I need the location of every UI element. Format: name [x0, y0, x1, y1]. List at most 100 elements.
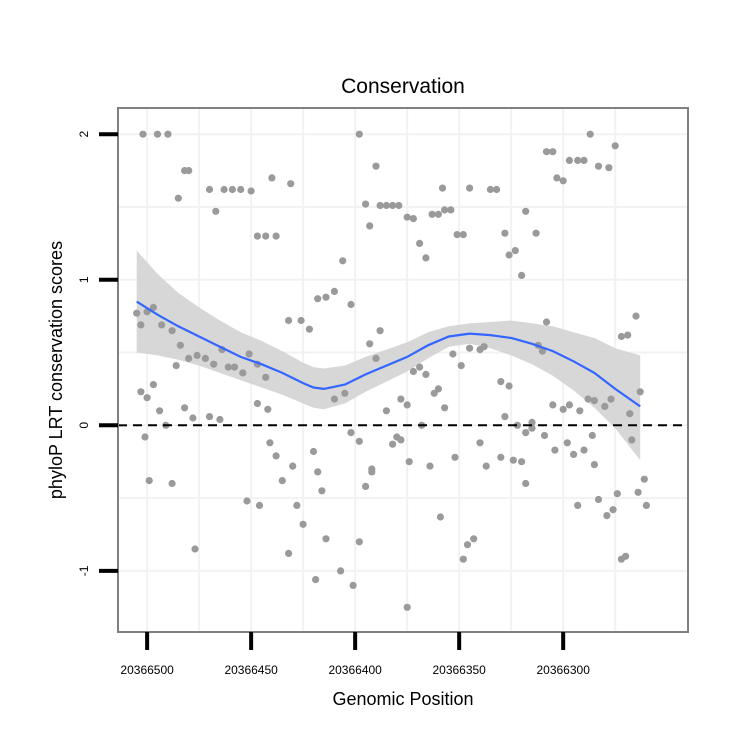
y-tick-label: -1: [77, 565, 91, 576]
data-point: [164, 130, 172, 138]
data-points-group: [133, 130, 651, 611]
data-point: [501, 229, 509, 237]
data-point: [574, 156, 582, 164]
data-point: [594, 495, 603, 504]
data-point: [426, 462, 434, 470]
data-point: [158, 321, 166, 329]
data-point: [463, 541, 472, 549]
data-point: [470, 535, 478, 543]
data-point: [314, 468, 322, 476]
data-point: [434, 385, 442, 393]
data-point: [247, 187, 255, 195]
data-point: [149, 381, 157, 389]
x-tick-label: 20366450: [224, 663, 278, 677]
data-point: [341, 389, 349, 397]
data-point: [191, 545, 199, 553]
x-tick-label: 20366500: [120, 663, 174, 677]
data-point: [549, 148, 557, 156]
data-point: [174, 194, 182, 202]
data-point: [272, 232, 280, 240]
data-point: [368, 465, 376, 473]
data-point: [422, 254, 430, 262]
data-point: [205, 185, 214, 194]
data-point: [305, 325, 313, 333]
data-point: [237, 185, 245, 194]
data-point: [574, 501, 582, 509]
data-point: [576, 407, 584, 415]
data-point: [289, 462, 297, 470]
data-point: [486, 185, 494, 194]
data-point: [239, 369, 247, 377]
data-point: [397, 436, 405, 444]
data-point: [632, 312, 640, 320]
data-point: [428, 210, 436, 218]
data-point: [436, 513, 444, 521]
chart-title: Conservation: [341, 75, 465, 98]
data-point: [457, 362, 465, 370]
data-point: [590, 397, 599, 405]
data-point: [189, 414, 197, 422]
data-point: [362, 200, 370, 208]
data-point: [262, 373, 270, 381]
data-point: [617, 332, 626, 341]
data-point: [609, 506, 617, 514]
data-point: [210, 360, 218, 368]
data-point: [453, 231, 461, 239]
data-point: [297, 316, 305, 325]
data-point: [264, 405, 272, 413]
data-point: [299, 520, 307, 528]
data-point: [447, 206, 455, 214]
data-point: [181, 404, 189, 412]
data-point: [145, 477, 153, 485]
confidence-ribbon: [136, 250, 641, 461]
data-point: [409, 215, 417, 223]
data-point: [559, 177, 567, 185]
data-point: [193, 351, 201, 359]
data-point: [255, 501, 264, 509]
data-point: [553, 174, 561, 182]
data-point: [511, 247, 519, 255]
data-point: [565, 156, 574, 164]
y-axis-title: phyloP LRT conservation scores: [46, 241, 66, 499]
data-point: [355, 538, 363, 546]
data-point: [441, 404, 449, 412]
data-point: [559, 405, 567, 413]
data-point: [634, 488, 642, 496]
data-point: [243, 497, 251, 505]
x-tick-label: 20366400: [328, 663, 382, 677]
data-point: [205, 413, 214, 421]
data-point: [459, 555, 467, 563]
data-point: [389, 440, 397, 448]
data-point: [212, 207, 220, 215]
data-point: [594, 162, 603, 170]
y-tick-label: 1: [77, 276, 91, 283]
data-point: [434, 210, 442, 218]
data-point: [528, 424, 536, 432]
data-point: [355, 130, 363, 138]
data-point: [285, 316, 293, 325]
data-point: [330, 287, 338, 295]
data-point: [262, 232, 270, 240]
data-point: [366, 222, 374, 230]
data-point: [362, 482, 370, 490]
data-point: [253, 399, 261, 408]
data-point: [505, 251, 513, 259]
data-point: [613, 490, 621, 498]
data-point: [586, 130, 594, 138]
data-point: [409, 367, 417, 376]
data-point: [372, 162, 380, 170]
data-point: [266, 439, 274, 447]
data-point: [441, 206, 449, 214]
data-point: [570, 450, 578, 458]
data-point: [640, 475, 648, 483]
data-point: [416, 239, 424, 247]
data-point: [168, 327, 176, 335]
data-point: [466, 344, 474, 352]
data-point: [538, 347, 547, 355]
data-point: [580, 156, 588, 164]
data-point: [287, 180, 295, 188]
data-point: [611, 142, 619, 150]
data-point: [422, 370, 430, 378]
data-point: [293, 501, 301, 509]
